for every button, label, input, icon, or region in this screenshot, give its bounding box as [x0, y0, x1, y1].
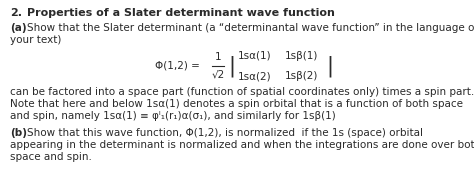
Text: 2.: 2.: [10, 8, 22, 18]
Text: Show that this wave function, Φ(1,2), is normalized  if the 1s (space) orbital: Show that this wave function, Φ(1,2), is…: [27, 128, 423, 138]
Text: 1sβ(2): 1sβ(2): [285, 71, 319, 81]
Text: and spin, namely 1sα(1) ≡ φᴵ₁(r₁)α(σ₁), and similarly for 1sβ(1): and spin, namely 1sα(1) ≡ φᴵ₁(r₁)α(σ₁), …: [10, 111, 336, 121]
Text: 1sβ(1): 1sβ(1): [285, 51, 319, 61]
Text: appearing in the determinant is normalized and when the integrations are done ov: appearing in the determinant is normaliz…: [10, 140, 474, 150]
Text: Show that the Slater determinant (a “determinantal wave function” in the languag: Show that the Slater determinant (a “det…: [27, 23, 474, 33]
Text: √2: √2: [211, 70, 225, 80]
Text: 1sα(1): 1sα(1): [238, 51, 272, 61]
Text: 1sα(2): 1sα(2): [238, 71, 272, 81]
Text: (b): (b): [10, 128, 27, 138]
Text: can be factored into a space part (function of spatial coordinates only) times a: can be factored into a space part (funct…: [10, 87, 474, 97]
Text: |: |: [326, 55, 333, 77]
Text: (a): (a): [10, 23, 27, 33]
Text: Properties of a Slater determinant wave function: Properties of a Slater determinant wave …: [27, 8, 335, 18]
Text: space and spin.: space and spin.: [10, 152, 92, 162]
Text: 1: 1: [215, 52, 221, 62]
Text: Note that here and below 1sα(1) denotes a spin orbital that is a function of bot: Note that here and below 1sα(1) denotes …: [10, 99, 463, 109]
Text: Φ(1,2) =: Φ(1,2) =: [155, 61, 200, 71]
Text: |: |: [228, 55, 235, 77]
Text: your text): your text): [10, 35, 61, 45]
